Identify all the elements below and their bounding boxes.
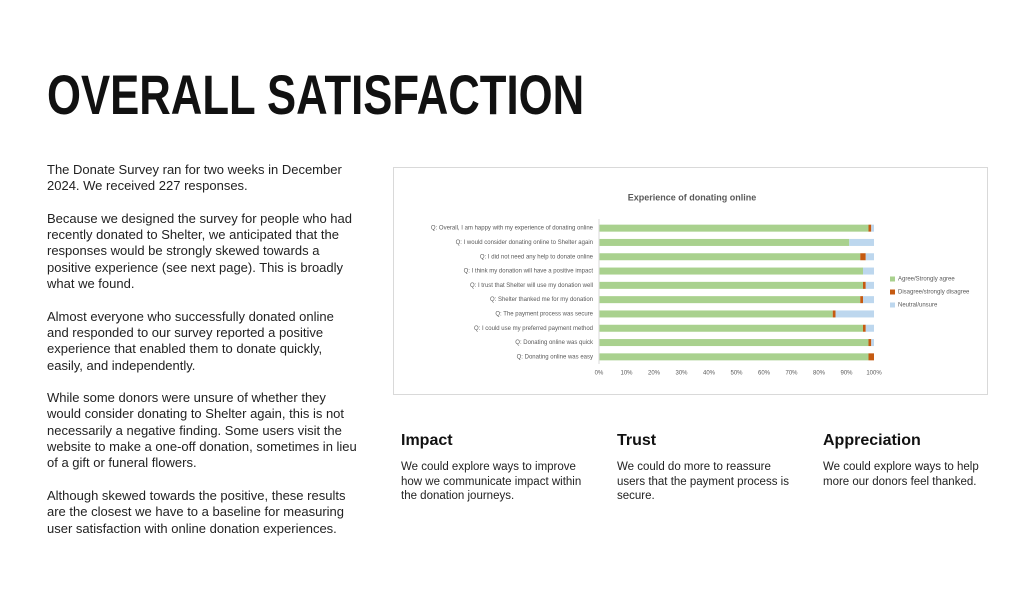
x-tick-label: 30% [675, 371, 688, 377]
bar-segment [599, 224, 869, 232]
x-tick-label: 60% [758, 371, 771, 377]
legend-label: Agree/Strongly agree [898, 277, 955, 283]
x-tick-label: 80% [813, 371, 826, 377]
bar-segment [599, 253, 861, 261]
x-tick-label: 50% [730, 371, 743, 377]
category-label: Q: Donating online was easy [517, 354, 593, 360]
paragraph: Because we designed the survey for peopl… [47, 210, 352, 292]
category-label: Q: I did not need any help to donate onl… [480, 254, 594, 260]
paragraph: Although skewed towards the positive, th… [47, 487, 346, 536]
category-label: Q: The payment process was secure [495, 312, 593, 318]
bar-segment [871, 339, 874, 347]
card: Trust We could do more to reassure users … [617, 432, 802, 504]
bar-segment [599, 324, 863, 332]
bar-segment [868, 353, 874, 361]
card-title: Impact [401, 432, 453, 449]
bar-segment [863, 281, 866, 289]
category-label: Q: Shelter thanked me for my donation [490, 297, 593, 303]
x-tick-label: 90% [840, 371, 853, 377]
chart-frame: Experience of donating online 0% 10% 20% 30… [393, 167, 988, 395]
bar-segment [865, 324, 874, 332]
legend-swatch [890, 302, 895, 308]
bar-segment [599, 267, 863, 275]
bar-segment [865, 253, 874, 261]
category-label: Q: Donating online was quick [515, 340, 594, 346]
bar-segment [868, 339, 872, 347]
bar-segment [599, 238, 850, 246]
bar-segment [863, 324, 866, 332]
x-tick-label: 0% [595, 371, 604, 377]
paragraph: Almost everyone who successfully donated… [47, 308, 334, 373]
bar-segment [871, 224, 874, 232]
bar-segment [599, 281, 863, 289]
bar-segment [599, 339, 869, 347]
card: Appreciation We could explore ways to hel… [823, 432, 1008, 489]
category-label: Q: I would consider donating online to S… [456, 240, 593, 246]
bar-segment [599, 296, 861, 304]
x-tick-label: 40% [703, 371, 716, 377]
bar-segment [835, 310, 874, 318]
card-text: We could explore ways to improve how we … [401, 461, 582, 503]
slide-title: OVERALL SATISFACTION [47, 63, 585, 126]
legend-label: Neutral/unsure [898, 303, 938, 309]
chart-title: Experience of donating online [628, 192, 757, 202]
body-text: The Donate Survey ran for two weeks in D… [47, 162, 357, 553]
category-label: Q: I trust that Shelter will use my dona… [470, 283, 593, 289]
x-tick-label: 100% [866, 371, 882, 377]
bar-segment [860, 296, 863, 304]
category-label: Q: Overall, I am happy with my experienc… [431, 226, 594, 232]
paragraph: The Donate Survey ran for two weeks in D… [47, 162, 342, 194]
chart: Experience of donating online 0% 10% 20% 30… [431, 192, 970, 377]
x-tick-label: 70% [785, 371, 798, 377]
legend-label: Disagree/strongly disagree [898, 290, 970, 296]
x-tick-label: 20% [648, 371, 661, 377]
bar-segment [599, 353, 869, 361]
card: Impact We could explore ways to improve h… [401, 432, 586, 504]
x-tick-label: 10% [620, 371, 633, 377]
category-label: Q: I could use my preferred payment meth… [474, 326, 593, 332]
card-text: We could do more to reassure users that … [617, 461, 789, 503]
bar-segment [599, 310, 833, 318]
bar-segment [832, 310, 836, 318]
category-label: Q: I think my donation will have a posit… [464, 269, 594, 275]
bar-segment [863, 296, 874, 304]
card-text: We could explore ways to help more our d… [823, 461, 979, 488]
card-title: Trust [617, 432, 657, 449]
legend-swatch [890, 289, 895, 295]
legend-swatch [890, 276, 895, 282]
card-title: Appreciation [823, 432, 921, 449]
bar-segment [868, 224, 872, 232]
paragraph: While some donors were unsure of whether… [47, 390, 357, 471]
bar-segment [860, 253, 866, 261]
bar-segment [849, 238, 874, 246]
bar-segment [865, 281, 874, 289]
bar-segment [863, 267, 874, 275]
